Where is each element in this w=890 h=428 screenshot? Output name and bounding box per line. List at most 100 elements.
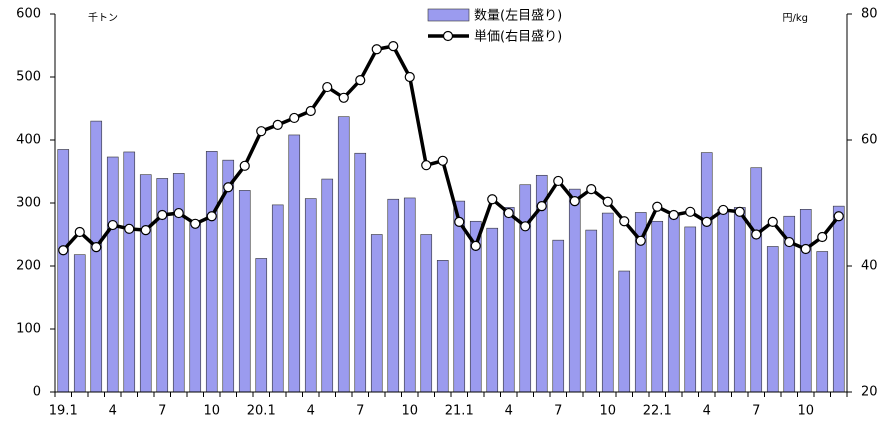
bar xyxy=(799,209,812,393)
right-unit: 円/kg xyxy=(782,13,808,24)
bar xyxy=(172,173,185,393)
price-marker xyxy=(404,71,415,83)
price-marker xyxy=(239,160,250,171)
price-marker xyxy=(223,182,234,193)
bar xyxy=(387,198,400,393)
x-tick-label: 4 xyxy=(703,404,711,419)
price-marker xyxy=(470,240,481,251)
bar xyxy=(420,234,433,393)
y-tick-label: 0 xyxy=(33,385,41,400)
bar xyxy=(57,149,70,393)
bar xyxy=(684,226,697,393)
legend-swatch xyxy=(427,8,470,22)
price-marker xyxy=(371,44,382,55)
bar xyxy=(255,258,268,393)
x-tick-label: 10 xyxy=(599,404,616,419)
y2-tick-label: 60 xyxy=(861,133,878,148)
bar xyxy=(568,188,581,393)
price-marker xyxy=(833,211,844,222)
price-marker xyxy=(107,219,118,231)
y2-tick-label: 80 xyxy=(861,7,878,22)
price-marker xyxy=(437,155,448,166)
y-tick-label: 600 xyxy=(16,7,41,22)
x-tick-label: 7 xyxy=(752,404,760,419)
price-marker xyxy=(421,160,432,171)
bar xyxy=(123,151,136,393)
price-marker xyxy=(256,126,267,137)
bar xyxy=(321,178,334,393)
price-marker xyxy=(668,209,679,221)
x-tick-label: 20.1 xyxy=(247,404,276,419)
x-tick-label: 21.1 xyxy=(445,404,474,419)
bar xyxy=(354,152,367,393)
bar xyxy=(502,207,515,393)
x-tick-label: 10 xyxy=(401,404,418,419)
price-marker xyxy=(503,207,514,219)
x-tick-label: 10 xyxy=(797,404,814,419)
price-marker xyxy=(173,207,184,219)
price-marker xyxy=(553,175,564,187)
price-marker xyxy=(140,224,151,236)
x-tick-label: 10 xyxy=(203,404,220,419)
bar xyxy=(436,260,449,393)
price-marker xyxy=(338,92,349,103)
bar xyxy=(733,207,746,393)
legend-label: 単価(右目盛り) xyxy=(474,29,562,45)
bar xyxy=(90,120,103,393)
price-marker xyxy=(157,209,168,221)
price-marker xyxy=(767,216,778,227)
bar xyxy=(189,221,202,393)
x-tick-label: 7 xyxy=(158,404,166,419)
x-tick-label: 19.1 xyxy=(49,404,78,419)
price-marker xyxy=(388,41,399,52)
y-tick-label: 400 xyxy=(16,133,41,148)
bar xyxy=(337,116,350,393)
x-tick-label: 4 xyxy=(505,404,513,419)
price-marker xyxy=(91,242,102,253)
bar xyxy=(139,174,152,393)
bar xyxy=(304,198,317,393)
bar xyxy=(618,270,631,393)
price-marker xyxy=(536,201,547,212)
price-marker xyxy=(190,218,201,229)
price-marker xyxy=(206,211,217,222)
price-marker xyxy=(586,184,597,195)
price-marker xyxy=(124,223,135,234)
bar xyxy=(832,205,845,393)
left-unit: 千トン xyxy=(88,12,118,24)
price-marker xyxy=(454,216,465,227)
price-marker xyxy=(817,231,828,243)
price-marker xyxy=(355,75,366,86)
bar xyxy=(271,204,284,393)
price-marker xyxy=(619,216,630,227)
bar xyxy=(700,152,713,393)
bar xyxy=(519,184,532,393)
x-tick-label: 4 xyxy=(109,404,117,419)
bar xyxy=(73,254,86,393)
price-marker xyxy=(718,204,729,216)
x-tick-label: 4 xyxy=(307,404,315,419)
price-marker xyxy=(487,194,498,205)
price-marker xyxy=(569,196,580,207)
bar xyxy=(816,251,829,393)
legend-marker xyxy=(442,30,454,42)
price-marker xyxy=(751,229,762,240)
bar xyxy=(370,234,383,393)
bar xyxy=(288,134,301,393)
bar xyxy=(766,246,779,393)
bar xyxy=(238,190,251,393)
bar xyxy=(552,239,565,393)
price-marker xyxy=(635,235,646,246)
price-marker xyxy=(520,221,531,232)
price-marker xyxy=(305,105,316,117)
y-tick-label: 100 xyxy=(16,322,41,337)
y-tick-label: 300 xyxy=(16,196,41,211)
price-marker xyxy=(701,216,712,227)
price-marker xyxy=(734,206,745,217)
x-tick-label: 7 xyxy=(356,404,364,419)
bar xyxy=(106,156,119,393)
bar xyxy=(750,167,763,393)
bar xyxy=(205,151,218,393)
price-marker xyxy=(800,243,811,255)
